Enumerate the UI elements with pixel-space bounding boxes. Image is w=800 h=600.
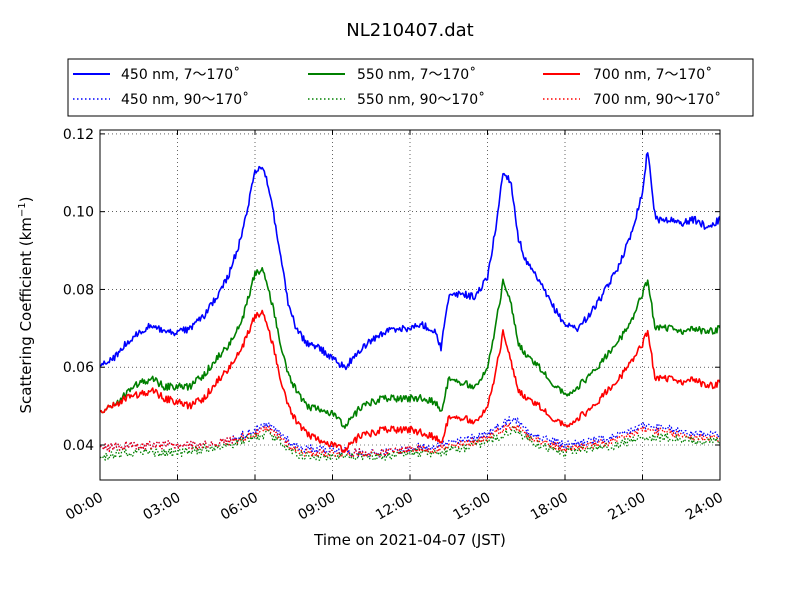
y-axis-label-sup: −1 xyxy=(17,202,28,217)
grid xyxy=(99,130,721,480)
x-tick-label: 18:00 xyxy=(528,490,571,524)
x-tick-label: 12:00 xyxy=(373,490,416,524)
y-tick-label: 0.08 xyxy=(63,282,94,298)
chart-title: NL210407.dat xyxy=(346,20,473,41)
x-tick-label: 21:00 xyxy=(606,490,649,524)
y-tick-label: 0.12 xyxy=(63,127,94,143)
y-tick-label: 0.10 xyxy=(63,205,94,221)
x-tick-label: 15:00 xyxy=(451,490,494,524)
legend-label-700-full: 700 nm, 7～170˚ xyxy=(593,66,712,83)
legend-label-700-back: 700 nm, 90～170˚ xyxy=(593,91,721,108)
series-layer xyxy=(100,152,720,462)
x-tick-label: 06:00 xyxy=(218,490,261,524)
series-line-0 xyxy=(100,152,720,371)
legend: 450 nm, 7～170˚ 450 nm, 90～170˚ 550 nm, 7… xyxy=(67,58,754,117)
x-tick-label: 00:00 xyxy=(63,490,106,524)
series-line-5 xyxy=(100,422,720,458)
legend-label-450-full: 450 nm, 7～170˚ xyxy=(121,66,240,83)
y-tick-label: 0.04 xyxy=(63,438,94,454)
legend-label-550-back: 550 nm, 90～170˚ xyxy=(357,91,485,108)
y-tick-label: 0.06 xyxy=(63,360,94,376)
y-axis-label: Scattering Coefficient (km−1) xyxy=(17,196,35,413)
series-line-2 xyxy=(100,267,720,429)
x-tick-label: 24:00 xyxy=(683,490,726,524)
y-axis-label-close: ) xyxy=(17,196,35,202)
series-line-4 xyxy=(100,309,720,453)
legend-label-450-back: 450 nm, 90～170˚ xyxy=(121,91,249,108)
y-axis-label-main: Scattering Coefficient (km xyxy=(17,217,35,413)
x-tick-label: 09:00 xyxy=(296,490,339,524)
x-axis-label: Time on 2021-04-07 (JST) xyxy=(313,531,506,549)
ticks: 00:00 03:00 06:00 09:00 12:00 15:00 18:00 21:00… xyxy=(63,127,726,524)
x-tick-label: 03:00 xyxy=(141,490,184,524)
legend-label-550-full: 550 nm, 7～170˚ xyxy=(357,66,476,83)
legend-box xyxy=(67,58,754,117)
series-line-3 xyxy=(100,424,720,462)
